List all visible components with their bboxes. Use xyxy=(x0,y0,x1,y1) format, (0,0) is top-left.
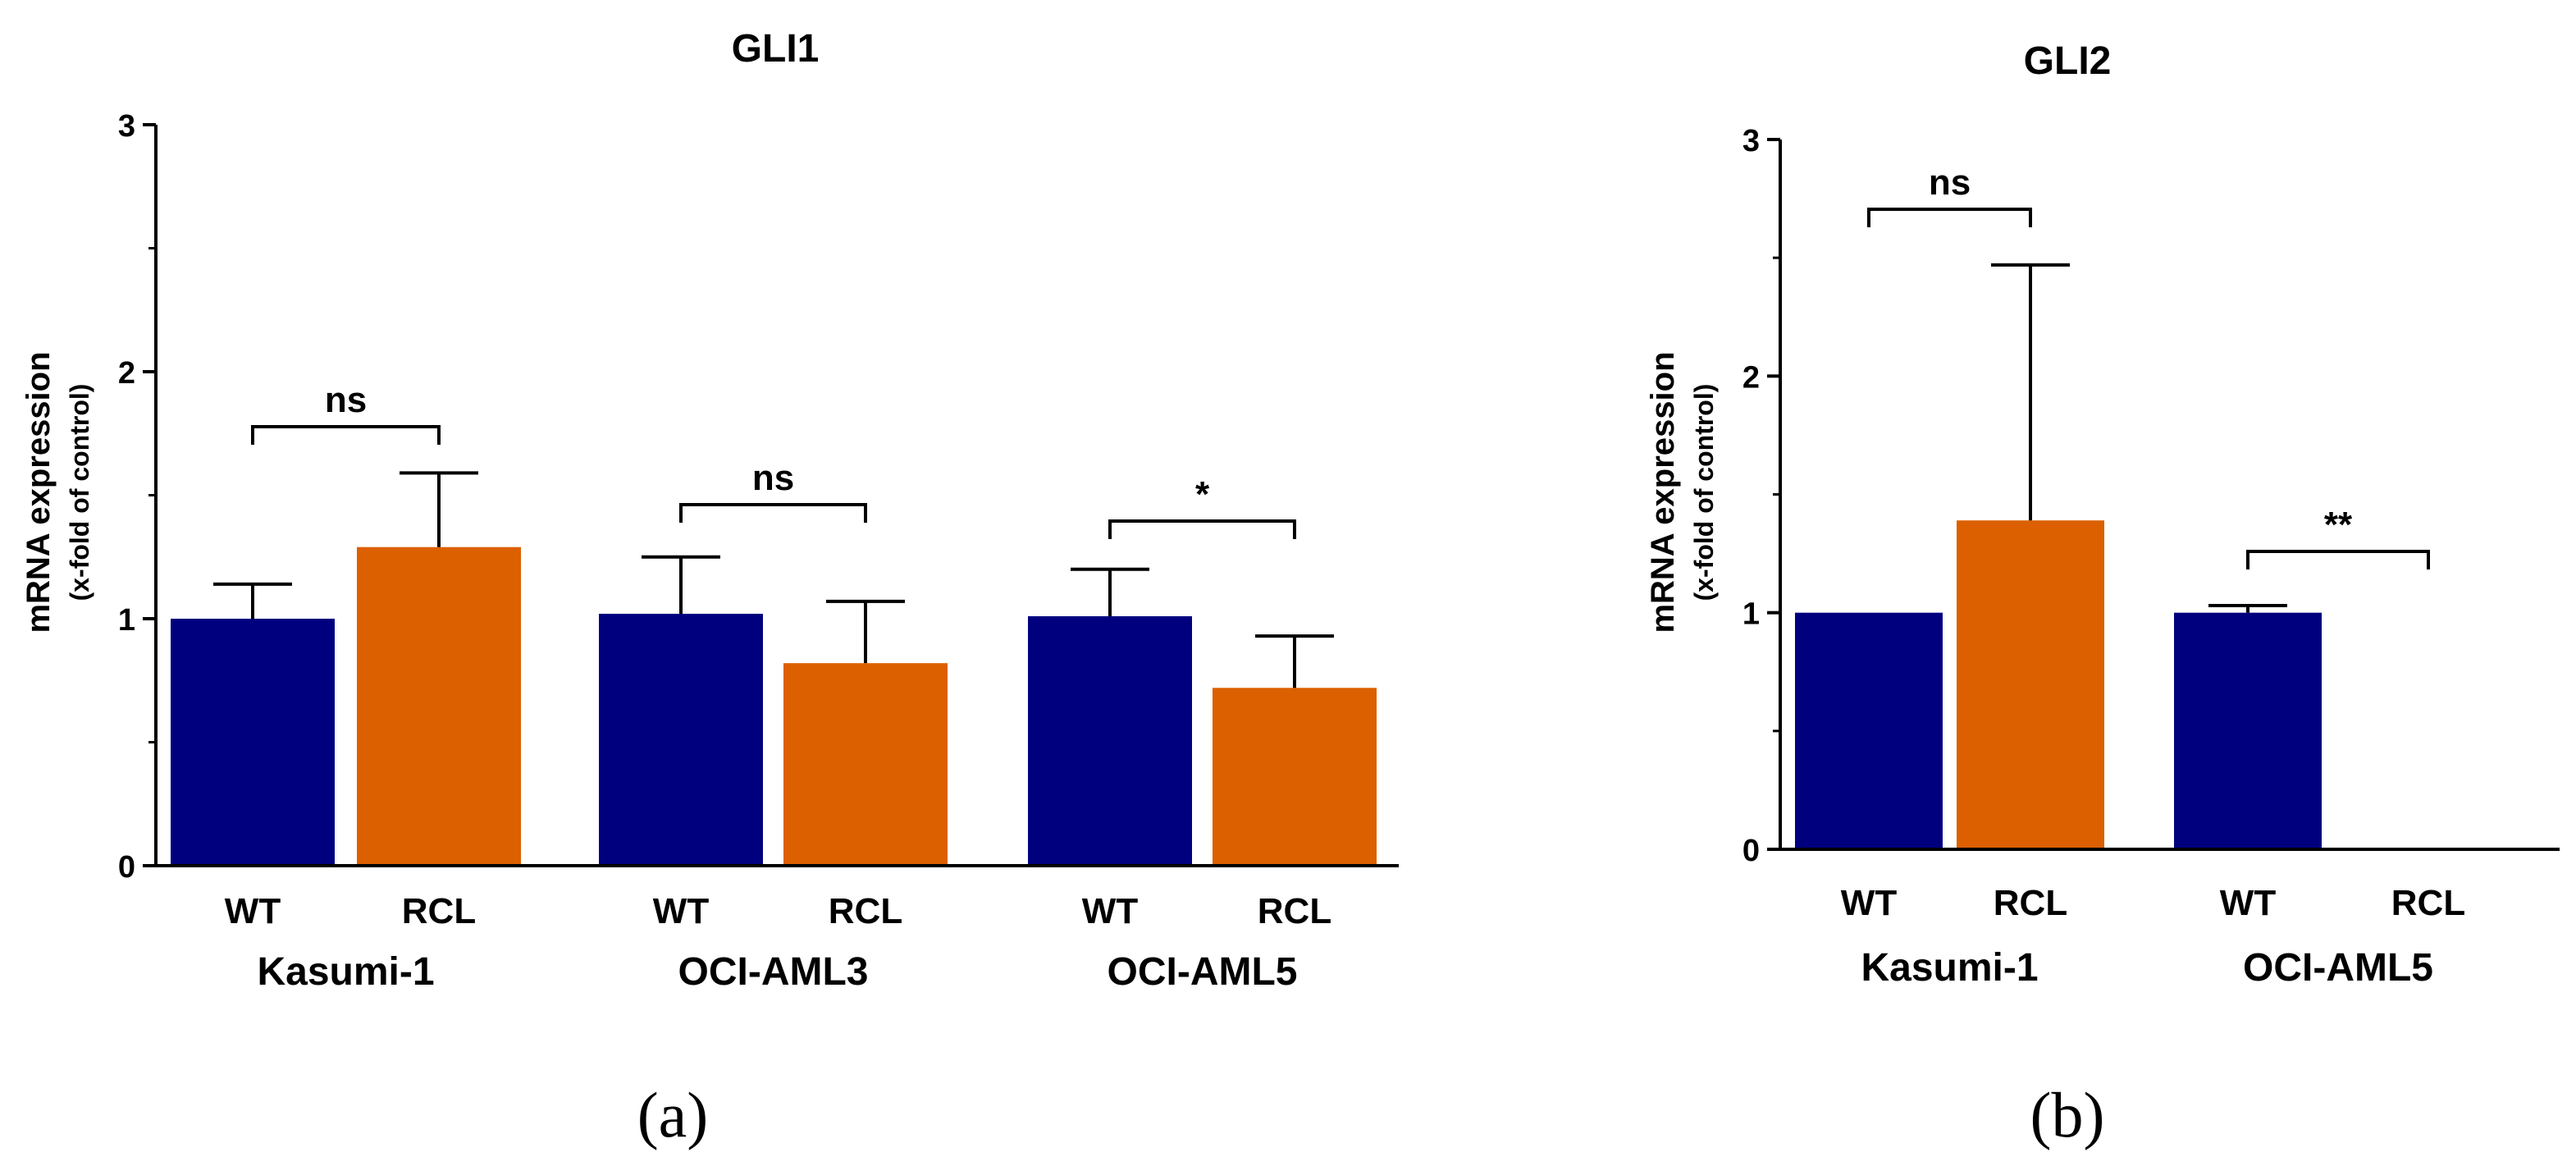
bar xyxy=(599,613,763,866)
significance-bracket xyxy=(1867,208,2032,227)
y-axis-sublabel: (x-fold of control) xyxy=(65,384,94,601)
group-label: OCI-AML5 xyxy=(1108,950,1298,994)
group-label: Kasumi-1 xyxy=(1861,946,2038,990)
significance-label: ns xyxy=(325,380,367,420)
significance-label: ns xyxy=(1929,162,1971,203)
bar xyxy=(783,663,948,866)
y-tick-label: 0 xyxy=(118,850,135,885)
bar-label: RCL xyxy=(402,891,476,931)
significance-bracket xyxy=(1108,519,1296,539)
bar xyxy=(171,619,335,866)
y-tick-label: 3 xyxy=(1742,124,1760,158)
bar-label: RCL xyxy=(829,891,902,931)
panel-label-a: (a) xyxy=(637,1079,709,1150)
bar-label: RCL xyxy=(1258,891,1331,931)
panel-label-b: (b) xyxy=(2030,1079,2105,1150)
y-tick-label: 2 xyxy=(118,356,135,391)
y-tick-label: 1 xyxy=(118,603,135,638)
chart-title: GLI1 xyxy=(732,27,820,71)
group-label: Kasumi-1 xyxy=(257,950,434,994)
chart-gli1: GLI1 mRNA expression (x-fold of control) WT… xyxy=(21,27,1399,994)
significance-label: ns xyxy=(752,458,794,498)
bar xyxy=(1957,520,2104,849)
bar-label: WT xyxy=(653,891,710,931)
y-tick-label: 2 xyxy=(1742,360,1760,395)
bar xyxy=(1028,615,1192,866)
y-tick-label: 0 xyxy=(1742,834,1760,868)
group-label: OCI-AML5 xyxy=(2243,946,2433,990)
significance-label: ** xyxy=(2324,505,2353,545)
group-label: OCI-AML3 xyxy=(678,950,869,994)
bar xyxy=(1213,688,1377,866)
significance-bracket xyxy=(679,503,867,523)
bar-label: RCL xyxy=(2391,883,2465,923)
significance-label: * xyxy=(1195,474,1210,514)
bar xyxy=(2174,612,2322,849)
significance-bracket xyxy=(251,425,441,445)
significance-bracket xyxy=(2246,550,2430,569)
bar xyxy=(1795,612,1943,849)
y-axis-sublabel: (x-fold of control) xyxy=(1689,384,1719,601)
bar-label: WT xyxy=(225,891,281,931)
y-tick-label: 3 xyxy=(118,109,135,144)
bar-label: RCL xyxy=(1994,883,2067,923)
y-axis-label: mRNA expression xyxy=(1645,351,1681,633)
y-axis-label: mRNA expression xyxy=(21,351,57,633)
bar-label: WT xyxy=(2220,883,2277,923)
chart-title: GLI2 xyxy=(2024,39,2112,83)
chart-gli2: GLI2 mRNA expression (x-fold of control) WT… xyxy=(1645,39,2560,990)
bar xyxy=(357,546,521,866)
bar-label: WT xyxy=(1841,883,1898,923)
y-tick-label: 1 xyxy=(1742,597,1760,632)
bar-label: WT xyxy=(1082,891,1139,931)
